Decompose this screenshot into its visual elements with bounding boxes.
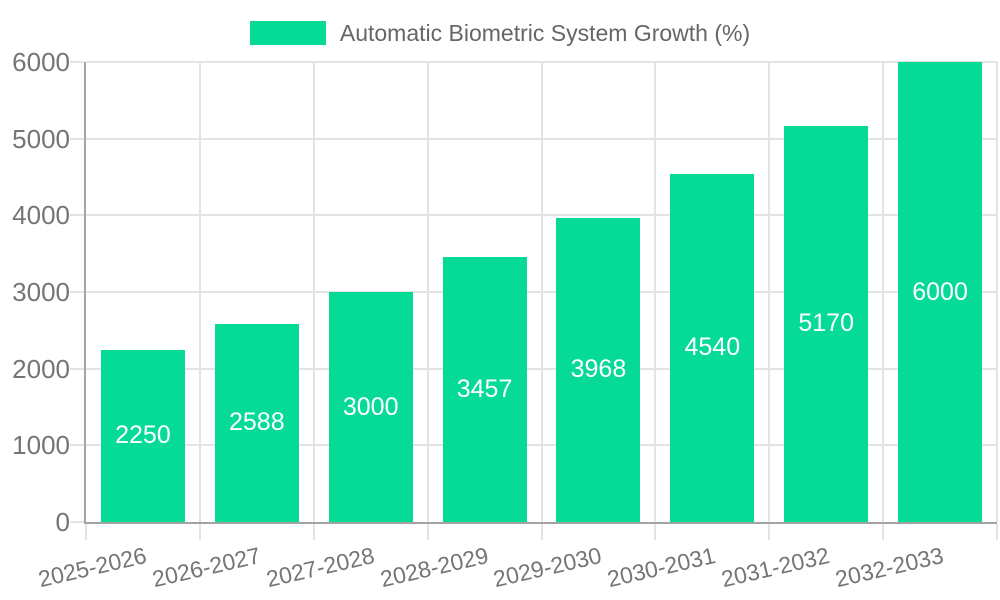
x-axis-tick-mark — [654, 524, 657, 540]
x-axis-tick-label: 2027-2028 — [263, 542, 377, 593]
y-axis-tick-label: 2000 — [12, 353, 70, 384]
x-axis-tick-mark — [768, 524, 771, 540]
bar[interactable]: 3968 — [556, 217, 641, 522]
bar-value-label: 5170 — [798, 309, 854, 338]
gridline-vertical — [654, 62, 657, 522]
y-axis-tick-label: 3000 — [12, 277, 70, 307]
chart-legend[interactable]: Automatic Biometric System Growth (%) — [0, 20, 1000, 46]
gridline-vertical — [312, 62, 315, 522]
legend-swatch — [249, 21, 326, 45]
gridline-vertical — [426, 62, 429, 522]
x-axis-tick-label: 2028-2029 — [377, 542, 491, 593]
bar-value-label: 6000 — [912, 277, 968, 306]
bar[interactable]: 2588 — [214, 323, 299, 522]
y-axis-tick-label: 4000 — [12, 200, 70, 231]
bar[interactable]: 3457 — [442, 256, 527, 522]
y-axis-tick-mark — [70, 521, 84, 523]
y-axis-tick-mark — [70, 214, 84, 217]
y-axis-tick-mark — [70, 444, 84, 447]
bar[interactable]: 5170 — [784, 125, 869, 522]
x-axis-tick-label: 2029-2030 — [491, 542, 605, 593]
y-axis-tick-mark — [70, 367, 84, 370]
y-axis-tick-mark — [70, 137, 84, 140]
y-axis-line — [84, 62, 86, 522]
x-axis-tick-label: 2032-2033 — [832, 542, 946, 593]
x-axis-tick-mark — [85, 524, 87, 540]
bar-value-label: 2250 — [115, 421, 171, 450]
y-axis-tick-label: 1000 — [12, 430, 70, 461]
gridline-vertical — [882, 62, 885, 522]
x-axis-tick-label: 2025-2026 — [35, 542, 149, 593]
bar-value-label: 3968 — [570, 355, 627, 384]
bar[interactable]: 3000 — [328, 292, 413, 522]
legend-label: Automatic Biometric System Growth (%) — [339, 19, 751, 46]
y-axis-tick-label: 0 — [55, 507, 70, 537]
bar[interactable]: 2250 — [100, 349, 185, 522]
gridline-vertical — [540, 62, 543, 522]
y-axis-tick-label: 5000 — [12, 123, 70, 154]
x-axis-tick-mark — [882, 524, 885, 540]
bar[interactable]: 4540 — [670, 173, 755, 522]
x-axis-line — [84, 522, 997, 524]
y-axis-tick-label: 6000 — [12, 47, 70, 77]
x-axis-tick-label: 2026-2027 — [149, 542, 263, 593]
x-axis-tick-mark — [996, 524, 998, 540]
gridline-vertical — [768, 62, 771, 522]
bar-value-label: 2588 — [229, 408, 285, 437]
y-axis-tick-mark — [70, 61, 84, 63]
bar-value-label: 4540 — [684, 333, 741, 362]
x-axis-tick-label: 2031-2032 — [719, 542, 833, 593]
x-axis-tick-label: 2030-2031 — [605, 542, 719, 593]
bar[interactable]: 6000 — [898, 62, 983, 522]
bar-value-label: 3457 — [456, 374, 513, 403]
bar-value-label: 3000 — [342, 392, 399, 421]
y-axis-tick-mark — [70, 291, 84, 293]
x-axis-tick-mark — [198, 524, 201, 540]
gridline-vertical — [198, 62, 201, 522]
gridline-vertical — [996, 62, 998, 522]
x-axis-tick-mark — [426, 524, 429, 540]
x-axis-tick-mark — [312, 524, 315, 540]
x-axis-tick-mark — [540, 524, 543, 540]
plot-area: 2250 2588 3000 3457 3968 4540 5170 6000 — [70, 61, 998, 540]
